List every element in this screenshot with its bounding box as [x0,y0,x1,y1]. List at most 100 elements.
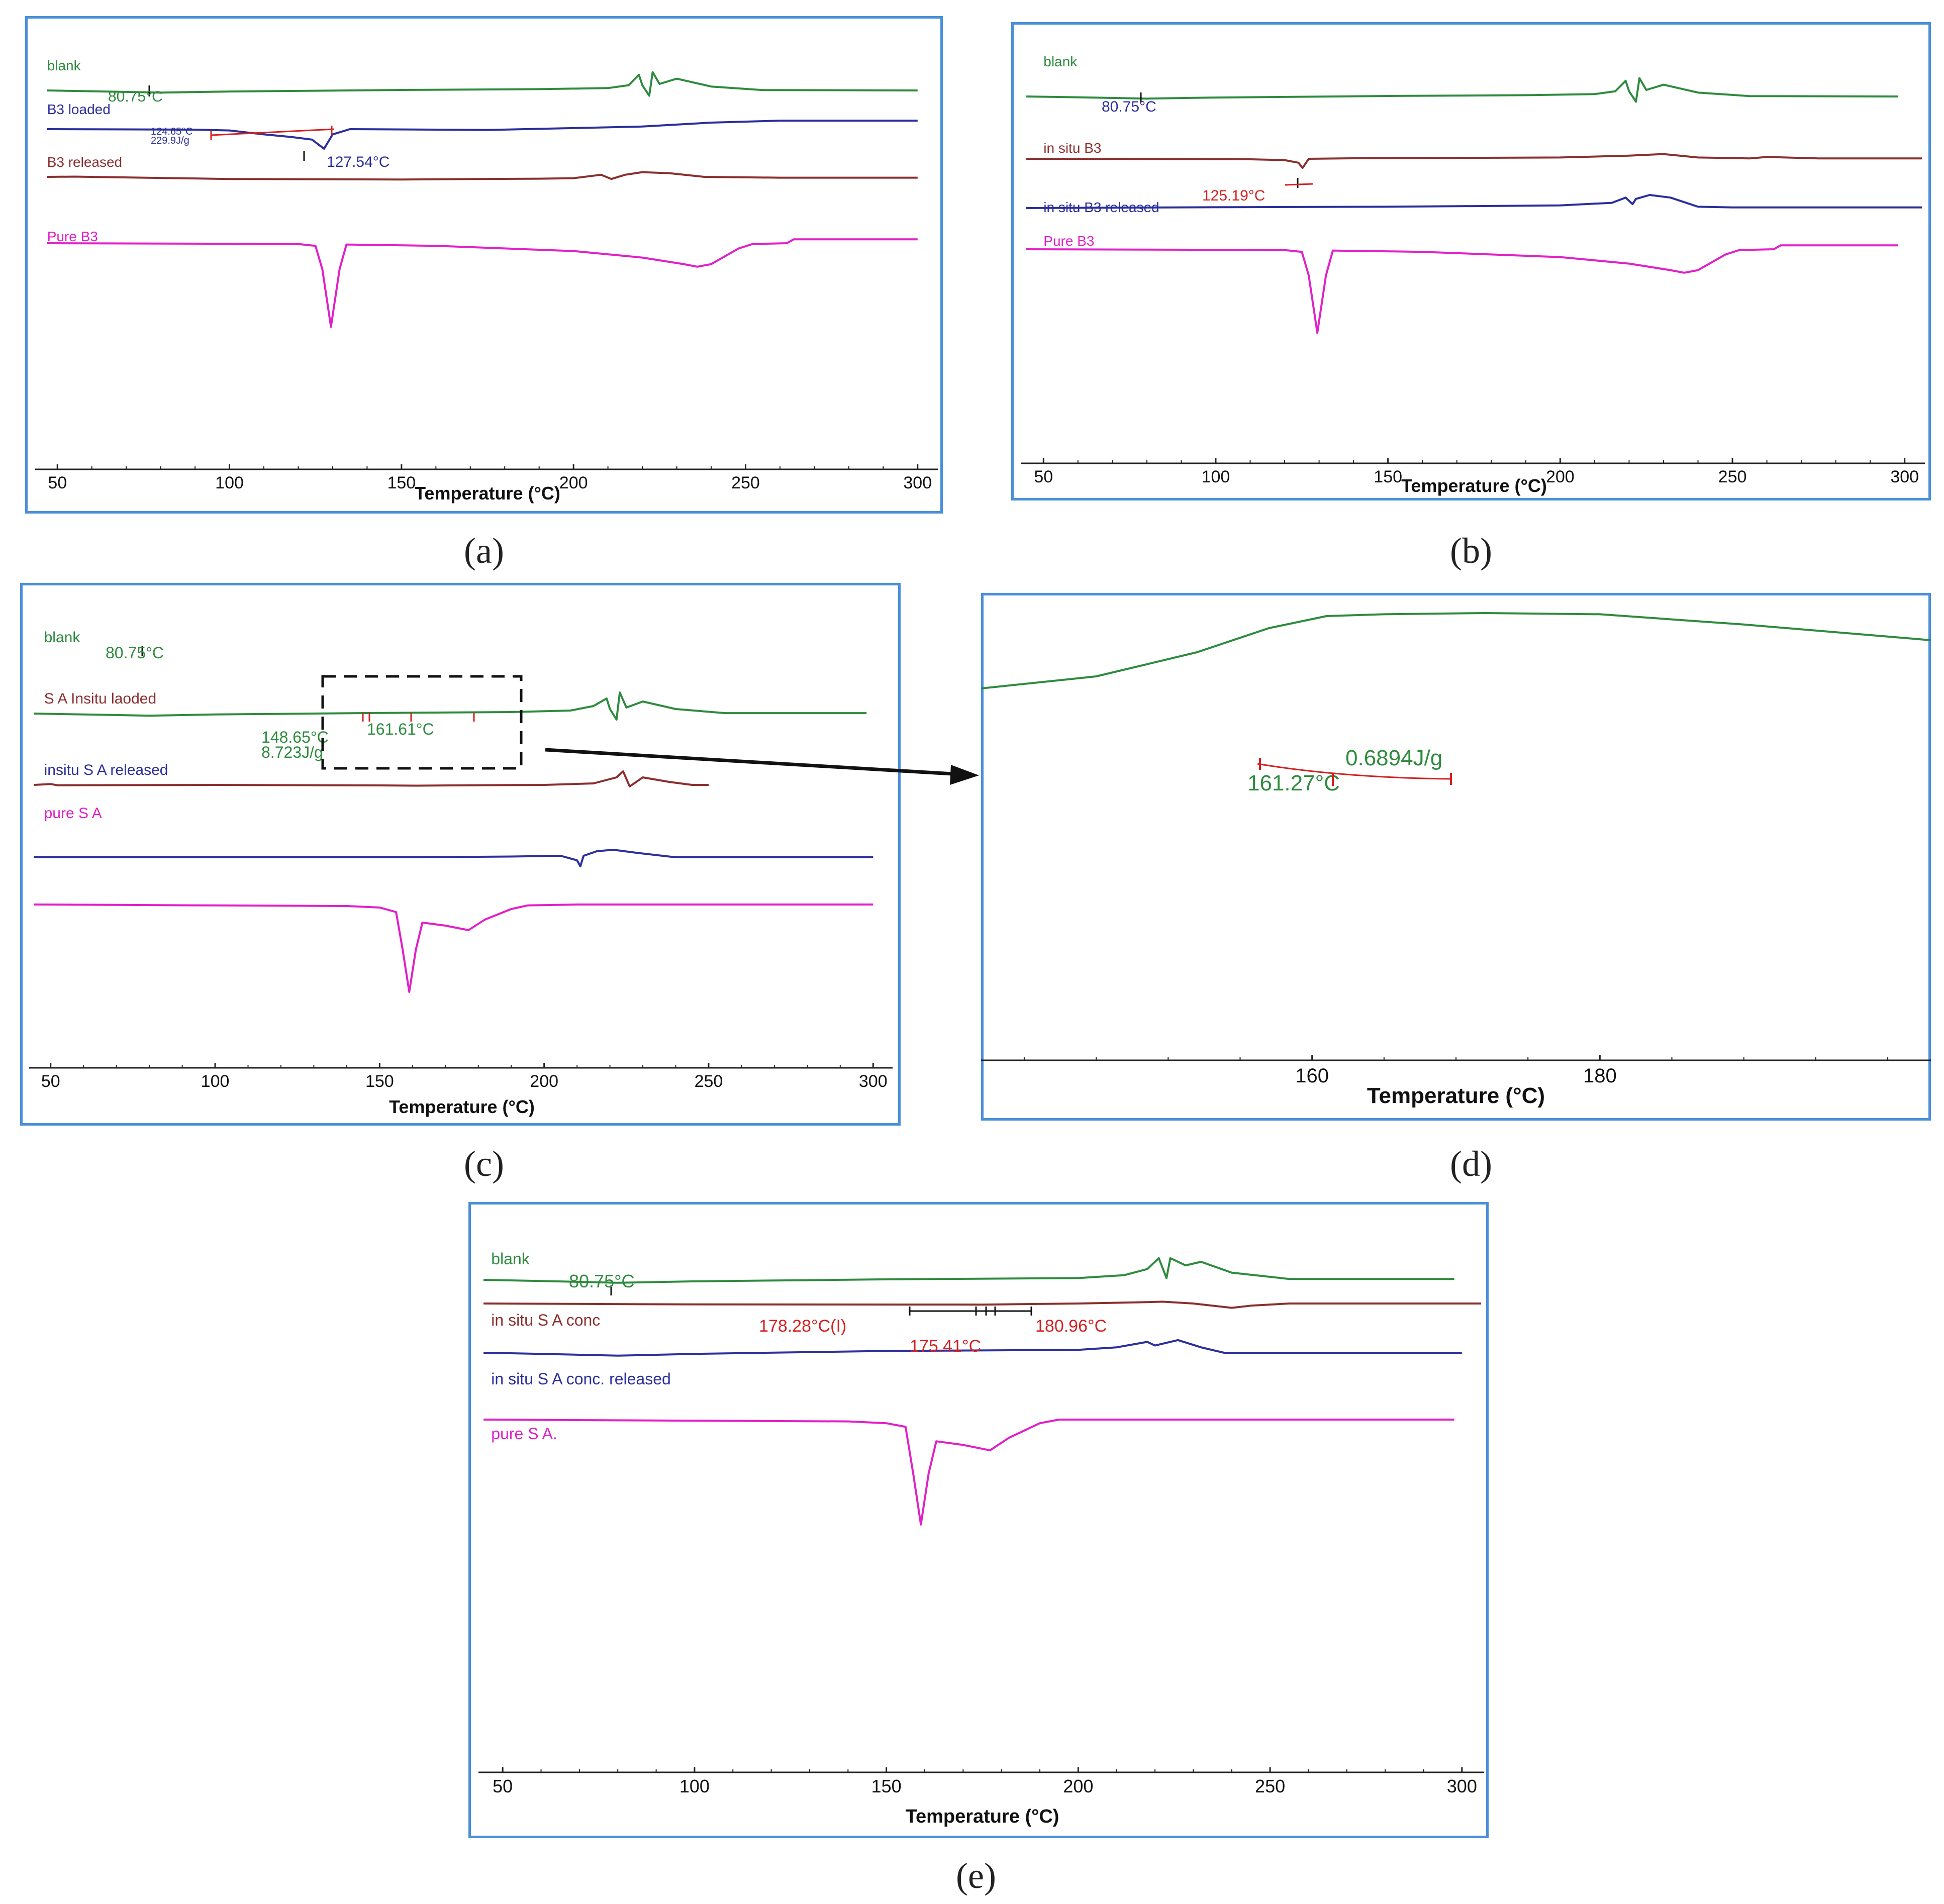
annotation-label: 180.96°C [1035,1317,1107,1336]
caption-c: (c) [464,1144,504,1184]
annotation-label: 161.27°C [1247,771,1340,795]
series-label: in situ B3 released [1043,199,1159,215]
caption-b: (b) [1450,531,1492,571]
annotation-label: 80.75°C [106,644,164,662]
x-tick-label: 300 [903,473,932,492]
integration-baseline [211,128,335,136]
series-label: in situ S A conc. released [491,1370,671,1388]
annotation-label: 80.75°C [569,1271,634,1291]
series-line-insitu-s-a-released [34,849,873,867]
series-line-blank [47,71,918,97]
annotation-label: 124.65°C [151,126,193,137]
series-line-in-situ-b3 [1026,153,1922,169]
series-line-pure-s-a- [483,1419,1454,1526]
caption-e: (e) [956,1856,996,1896]
panel-d-frame [981,593,1931,1121]
panel-e-frame [468,1202,1489,1838]
x-tick-label: 300 [1447,1776,1477,1796]
annotation-label: 80.75°C [1102,98,1156,115]
integration-baseline [1257,763,1451,780]
x-tick-label: 200 [1063,1776,1093,1796]
annotation-label: 0.6894J/g [1345,746,1442,770]
integration-baseline [1285,183,1313,186]
annotation-label: 80.75°C [108,88,163,105]
x-axis-label: Temperature (°C) [1367,1083,1545,1108]
series-line-in-situ-b3-released [1026,194,1922,209]
chart-panel-b: 50 100 150 200 250 300 Temperature (°C) blank in… [1021,54,1925,496]
series-label: blank [44,629,81,646]
series-line-pure-b3 [1026,244,1898,334]
x-axis-label: Temperature (°C) [389,1096,535,1117]
chart-panel-c: 50 100 150 200 250 300 Temperature (°C) blank S … [29,629,893,1117]
caption-a: (a) [464,531,504,571]
x-axis-label: Temperature (°C) [1401,475,1547,496]
x-tick-label: 200 [530,1072,558,1091]
series-label: blank [1043,54,1078,69]
series-label: insitu S A released [44,762,168,778]
annotation-label: 178.28°C(I) [759,1317,846,1336]
annotation-label: 161.61°C [367,720,434,738]
series-label: Pure B3 [1043,233,1094,249]
series-line-b3-released [47,171,918,181]
x-tick-label: 150 [1374,467,1402,486]
x-tick-label: 100 [215,473,244,492]
chart-panel-e: 50 100 150 200 250 300 Temperature (°C) blank in… [478,1250,1484,1827]
series-line-pure-s-a [34,904,873,993]
x-tick-label: 250 [1255,1776,1285,1796]
panel-b-frame [1011,22,1931,500]
x-tick-label: 250 [731,473,760,492]
annotation-label: 8.723J/g [261,743,323,761]
x-tick-label: 180 [1583,1065,1617,1087]
series-label: in situ B3 [1043,140,1101,156]
x-tick-label: 100 [679,1776,710,1796]
x-tick-label: 200 [1546,467,1575,486]
series-label: pure S A [44,805,102,822]
x-tick-label: 50 [493,1776,513,1796]
annotation-label: 175.41°C [910,1337,981,1356]
annotation-label: 127.54°C [327,154,390,170]
zoom-arrow-line [545,748,953,776]
x-tick-label: 300 [859,1072,888,1091]
series-label: in situ S A conc [491,1311,600,1329]
x-tick-label: 150 [871,1776,902,1796]
x-tick-label: 100 [201,1072,230,1091]
series-line-b3-loaded [47,120,918,150]
series-label: Pure B3 [47,229,98,244]
series-line-blank [483,1257,1454,1284]
series-line-s-a-insitu-laoded [34,770,709,787]
zoom-arrow-head [950,765,979,785]
series-label: pure S A. [491,1425,557,1443]
series-label: blank [47,58,81,73]
series-line-pure-b3 [47,238,918,328]
series-line-blank [1026,77,1898,103]
x-tick-label: 50 [48,473,67,492]
series-line-in-situ-s-a-conc-released [483,1339,1462,1357]
x-tick-label: 160 [1295,1065,1329,1087]
x-tick-label: 250 [1718,467,1747,486]
x-tick-label: 200 [559,473,588,492]
zoom-box [321,675,523,770]
x-tick-label: 150 [365,1072,394,1091]
x-tick-label: 150 [387,473,416,492]
caption-d: (d) [1450,1144,1492,1184]
series-line-in-situ-s-a-conc [483,1300,1481,1309]
series-label: blank [491,1250,530,1268]
x-tick-label: 300 [1890,467,1919,486]
annotation-label: 148.65°C [261,728,329,746]
x-tick-label: 50 [1034,467,1053,486]
series-label: B3 released [47,154,122,170]
panel-a-frame [25,16,943,514]
series-line-blank [34,691,867,721]
x-tick-label: 100 [1202,467,1230,486]
series-line-zoom [981,612,1931,689]
chart-panel-a: 50 100 150 200 250 300 Temperature (°C) blank B3… [35,58,938,504]
x-axis-label: Temperature (°C) [906,1806,1059,1827]
series-label: B3 loaded [47,102,111,117]
annotation-label: 125.19°C [1202,187,1265,204]
panel-c-frame [20,583,901,1126]
annotation-label: 229.9J/g [151,135,189,146]
x-axis-label: Temperature (°C) [415,483,560,504]
x-tick-label: 50 [41,1072,60,1091]
